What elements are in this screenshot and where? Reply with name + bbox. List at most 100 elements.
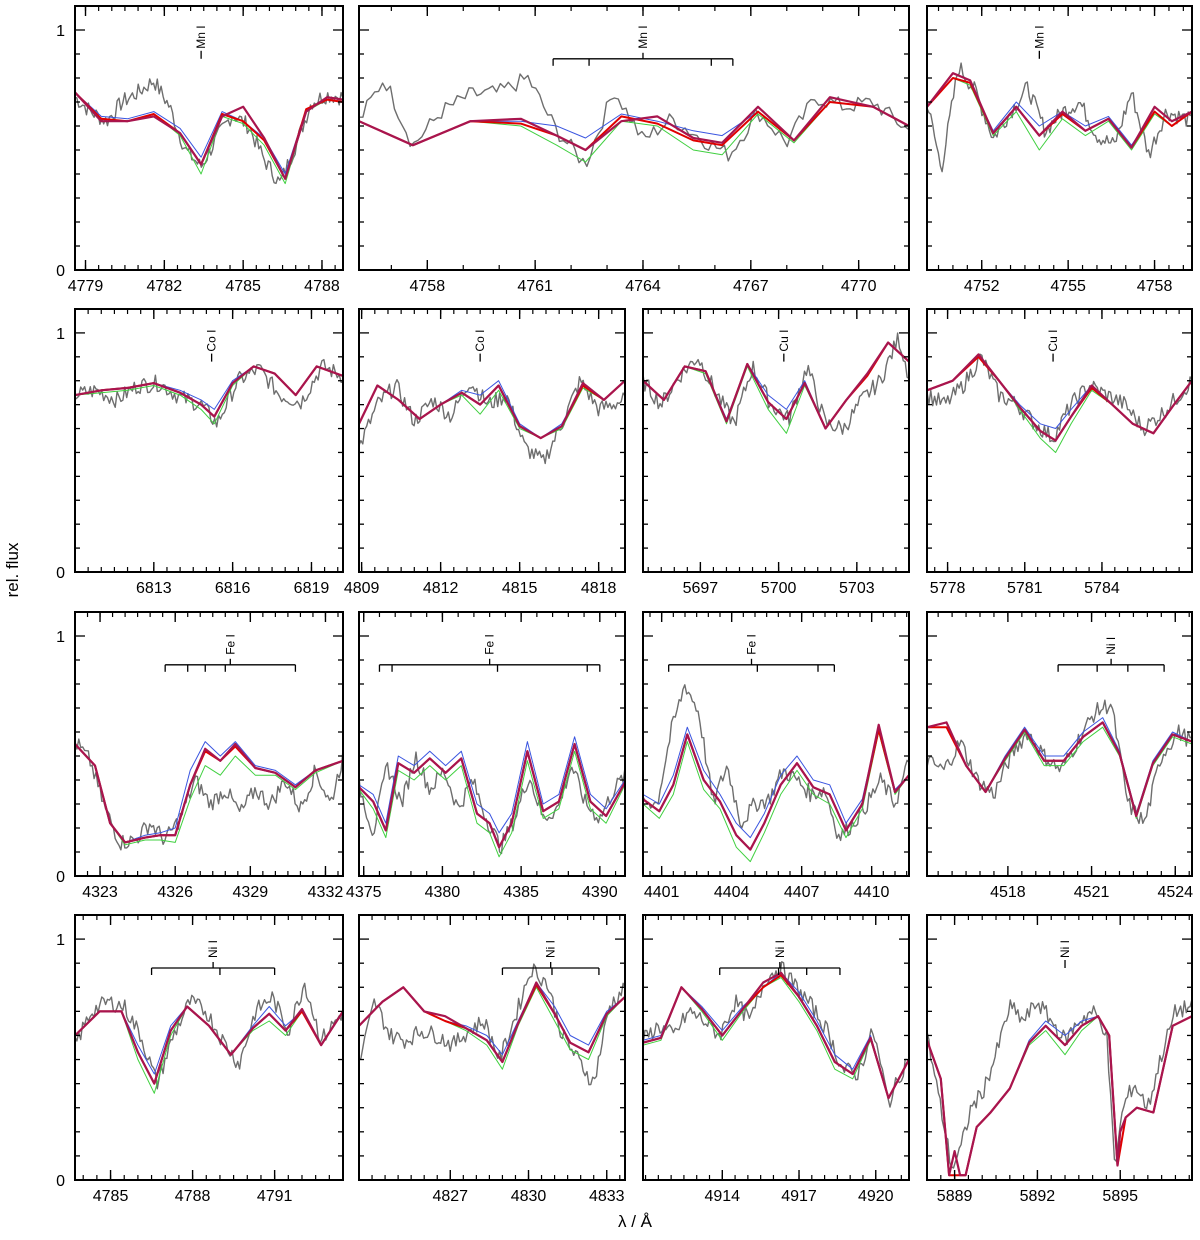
series-model-low [359,986,625,1070]
x-tick-label: 6813 [136,580,172,597]
series-group [359,376,625,465]
y-ticks [927,914,1192,1181]
series-model-alt [927,1015,1192,1177]
panel-13: 4827 4830 4833 Ni I [358,914,626,1205]
x-tick-label: 4788 [304,278,340,295]
x-tick-label: 4830 [511,1188,547,1205]
panel-6: 5697 5700 5703 Cu I [642,308,910,597]
series-model-low [643,342,909,434]
panel-frame [358,611,626,877]
x-tick-label: 4752 [964,278,1000,295]
series-observed [643,332,909,435]
x-tick-label: 4812 [423,580,459,597]
series-observed [643,961,909,1108]
line-id-label: Ni I [773,940,787,958]
x-axis-label: λ / Å [618,1212,653,1231]
series-observed [75,982,343,1090]
x-tick-label: 5778 [930,580,966,597]
series-group [643,961,909,1108]
series-observed [75,738,343,851]
series-model-low [75,92,343,185]
series-group [927,699,1192,825]
line-id-marker: Fe I [378,634,601,672]
panel-frame [74,308,344,573]
panel-frame [358,5,910,271]
x-tick-label: 4401 [644,884,680,901]
x-tick-label: 4390 [582,884,618,901]
series-observed [643,684,909,842]
x-ticks: 4914 4917 4920 [644,915,902,1205]
series-model-low [359,750,625,858]
line-id-label: Ni I [1058,940,1072,958]
x-ticks: 4752 4755 4758 [937,6,1184,295]
x-tick-label: 5697 [683,580,719,597]
line-id-marker: Mn I [1032,25,1046,59]
x-tick-label: 5892 [1020,1188,1056,1205]
series-model-alt [927,72,1192,149]
y-tick-label: 0 [56,263,65,280]
x-tick-label: 4332 [308,884,344,901]
x-tick-label: 4785 [225,278,261,295]
series-model-alt [359,742,625,849]
x-tick-label: 4518 [990,884,1026,901]
panel-frame [926,308,1193,573]
x-tick-label: 4407 [784,884,820,901]
x-ticks: 5889 5892 5895 [926,915,1190,1205]
line-id-marker: Co I [473,330,487,362]
panel-frame [926,611,1193,877]
series-group [643,332,909,435]
series-model-high [643,342,909,429]
x-tick-label: 4782 [147,278,183,295]
series-group [927,353,1192,453]
line-id-marker: Mn I [552,25,734,66]
series-model-high [75,92,343,175]
series-model-low [359,380,625,439]
y-ticks [359,308,625,573]
line-id-marker: Cu I [1046,330,1060,362]
line-id-marker: Ni I [150,940,276,975]
x-ticks: 4518 4521 4524 [937,612,1193,901]
series-model-high [359,982,625,1056]
panel-frame [74,5,344,271]
y-ticks [359,5,909,271]
panel-7: 5778 5781 5784 Cu I [926,308,1193,597]
y-tick-label: 0 [56,1173,65,1190]
x-ticks: 4827 4830 4833 [358,915,625,1205]
series-group [927,62,1192,173]
series-observed [927,699,1192,825]
series-model-low [927,726,1192,819]
series-model-alt [75,742,343,844]
panel-2: 4758 4761 4764 4767 4770 Mn I [358,5,910,295]
x-tick-label: 4524 [1157,884,1193,901]
line-id-label: Fe I [745,634,759,655]
series-group [75,78,343,185]
line-id-label: Fe I [223,634,237,655]
series-model-high [643,972,909,1099]
series-model-alt [643,971,909,1100]
panel-3: 4752 4755 4758 Mn I [926,5,1193,295]
series-group [359,73,909,168]
x-ticks: 4323 4326 4329 4332 [74,612,344,901]
line-id-label: Cu I [777,330,791,352]
x-tick-label: 4809 [344,580,380,597]
x-tick-label: 4323 [82,884,118,901]
y-ticks: 01 [56,5,343,280]
y-tick-label: 1 [56,932,65,949]
x-tick-label: 5700 [761,580,797,597]
series-model-alt [75,1005,343,1085]
x-tick-label: 4329 [233,884,269,901]
series-observed [75,78,343,185]
series-group [75,358,343,428]
line-id-label: Cu I [1046,330,1060,352]
x-tick-label: 4758 [410,278,446,295]
x-tick-label: 4375 [346,884,382,901]
line-id-label: Mn I [194,25,208,48]
x-ticks: 4785 4788 4791 [82,915,344,1205]
x-tick-label: 4791 [257,1188,293,1205]
line-id-label: Mn I [636,25,650,48]
x-tick-label: 4917 [781,1188,817,1205]
